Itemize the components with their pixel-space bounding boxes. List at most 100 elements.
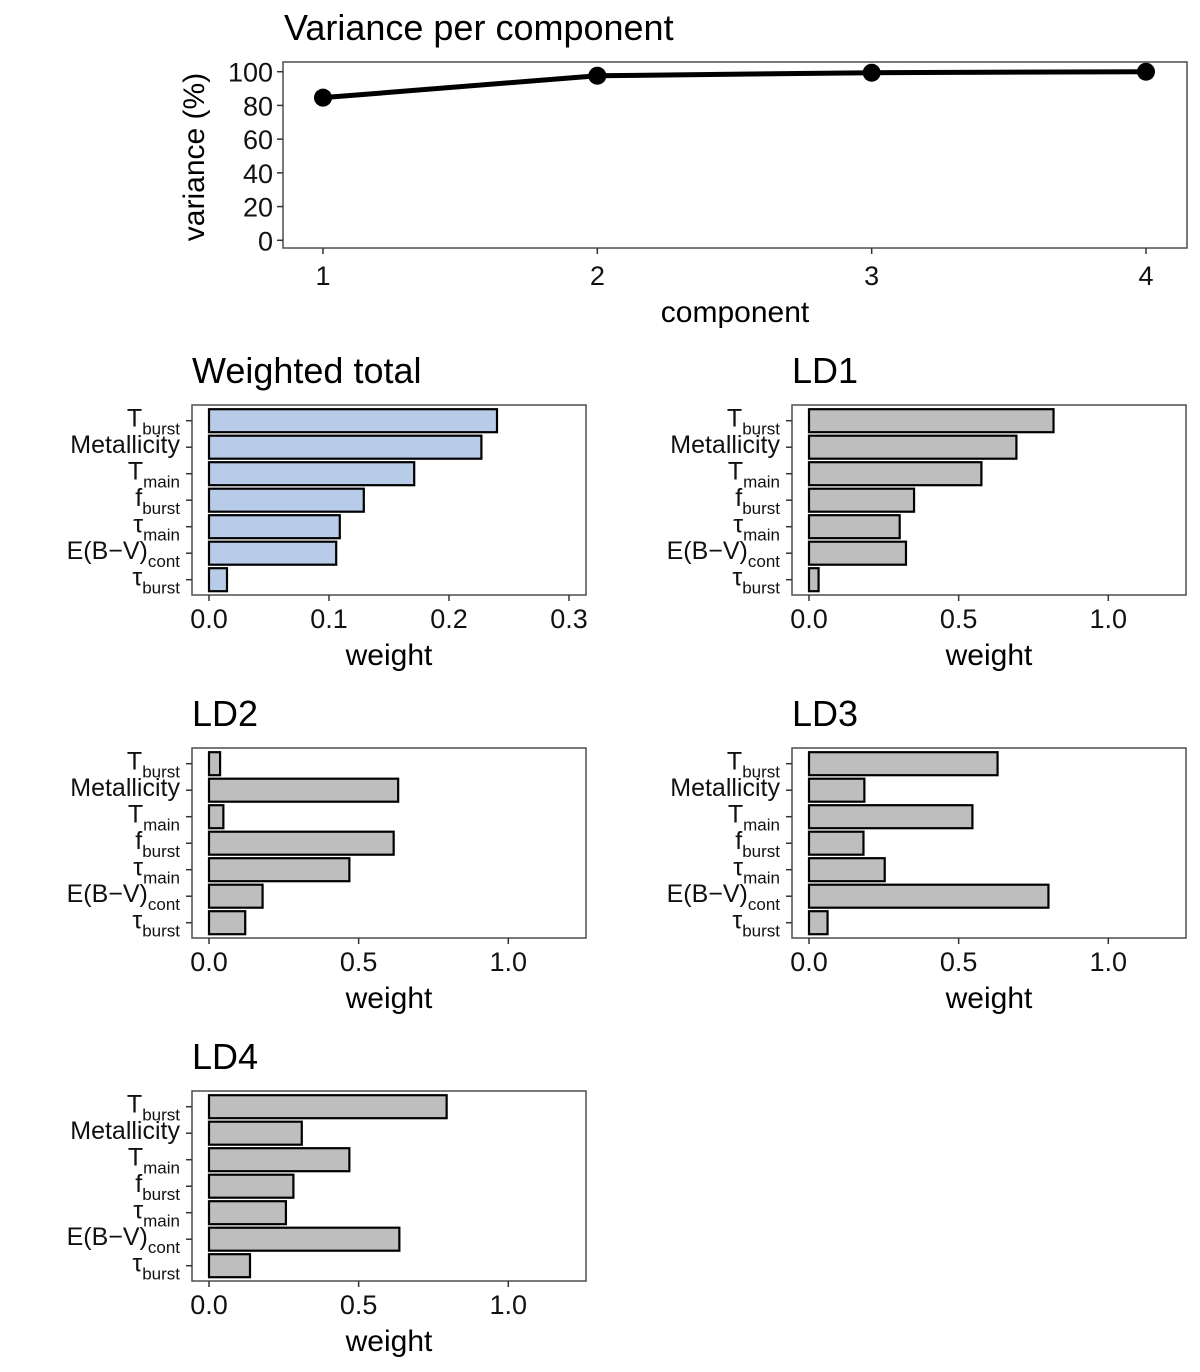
category-label: τmain — [733, 854, 780, 888]
category-subscript: cont — [148, 1238, 180, 1257]
category-label: τburst — [132, 1250, 180, 1284]
plot-frame — [282, 61, 1188, 249]
category-label: Tmain — [728, 458, 780, 492]
bar — [207, 487, 365, 513]
x-tick-label: 4 — [1138, 261, 1153, 291]
category-subscript: main — [743, 473, 780, 492]
category-main: f — [135, 1170, 142, 1198]
bar — [207, 461, 416, 487]
category-main: T — [127, 1091, 142, 1119]
category-main: T — [128, 1144, 143, 1172]
panel-title: Weighted total — [192, 350, 421, 391]
category-label: Tburst — [727, 748, 780, 782]
category-label: fburst — [735, 827, 780, 861]
category-main: E(B−V) — [667, 537, 748, 565]
category-main: Metallicity — [70, 774, 180, 802]
x-tick-label: 0.5 — [940, 947, 978, 977]
category-main: τ — [132, 564, 142, 592]
data-point — [588, 66, 607, 85]
panel-title: LD3 — [792, 693, 858, 734]
category-main: T — [127, 405, 142, 433]
category-subscript: burst — [142, 763, 180, 782]
category-main: E(B−V) — [67, 537, 148, 565]
category-subscript: burst — [142, 1106, 180, 1125]
x-tick-label: 0.2 — [430, 604, 468, 634]
y-tick-label: 60 — [243, 125, 273, 155]
bar — [207, 1147, 351, 1173]
category-label: Tburst — [127, 748, 180, 782]
category-subscript: burst — [142, 842, 180, 861]
x-tick-label: 1.0 — [490, 947, 528, 977]
category-main: E(B−V) — [667, 880, 748, 908]
bar — [207, 567, 229, 593]
bar — [807, 514, 901, 540]
category-label: Metallicity — [70, 431, 180, 459]
category-label: Metallicity — [670, 431, 780, 459]
category-label: τmain — [133, 511, 180, 545]
bar — [807, 567, 820, 593]
x-axis-title: weight — [345, 639, 433, 672]
category-main: τ — [732, 907, 742, 935]
variance-line — [322, 69, 1147, 101]
x-tick-label: 1.0 — [1090, 604, 1128, 634]
category-label: E(B−V)cont — [67, 880, 181, 914]
category-main: T — [727, 748, 742, 776]
bar — [207, 777, 400, 803]
category-main: f — [735, 484, 742, 512]
bar — [207, 910, 247, 936]
category-subscript: cont — [748, 895, 780, 914]
category-subscript: main — [743, 869, 780, 888]
category-main: E(B−V) — [67, 1223, 148, 1251]
category-main: τ — [133, 1197, 143, 1225]
category-main: τ — [132, 1250, 142, 1278]
x-tick-label: 0.5 — [940, 604, 978, 634]
category-label: τmain — [133, 854, 180, 888]
category-label: E(B−V)cont — [67, 537, 181, 571]
category-label: Tmain — [728, 801, 780, 835]
bar — [807, 540, 908, 566]
category-subscript: cont — [148, 895, 180, 914]
category-main: E(B−V) — [67, 880, 148, 908]
data-point — [862, 63, 881, 82]
category-label: Tmain — [128, 801, 180, 835]
chart-title: Variance per component — [284, 7, 674, 48]
x-tick-label: 0.1 — [310, 604, 348, 634]
bar — [207, 804, 225, 830]
category-subscript: cont — [748, 552, 780, 571]
x-axis-title: weight — [945, 982, 1033, 1015]
category-main: T — [127, 748, 142, 776]
x-tick-label: 3 — [864, 261, 879, 291]
x-axis-title: component — [661, 296, 810, 329]
category-main: Metallicity — [70, 1117, 180, 1145]
category-subscript: cont — [148, 552, 180, 571]
category-subscript: main — [143, 816, 180, 835]
panel-title: LD2 — [192, 693, 258, 734]
bar — [207, 408, 499, 434]
y-tick-label: 100 — [228, 58, 273, 88]
x-tick-label: 0.3 — [550, 604, 588, 634]
category-main: f — [735, 827, 742, 855]
bar — [207, 751, 222, 777]
category-main: f — [135, 827, 142, 855]
category-label: τmain — [133, 1197, 180, 1231]
bar — [207, 857, 351, 883]
bar — [807, 857, 886, 883]
category-subscript: burst — [142, 1185, 180, 1204]
category-label: τburst — [732, 907, 780, 941]
category-label: fburst — [135, 1170, 180, 1204]
bar — [207, 1173, 295, 1199]
category-main: τ — [132, 907, 142, 935]
x-tick-label: 0.5 — [340, 1290, 378, 1320]
category-main: τ — [733, 854, 743, 882]
category-label: Tburst — [727, 405, 780, 439]
category-label: τmain — [733, 511, 780, 545]
category-label: Tburst — [127, 405, 180, 439]
category-label: E(B−V)cont — [67, 1223, 181, 1257]
category-label: fburst — [735, 484, 780, 518]
category-main: Metallicity — [70, 431, 180, 459]
category-label: E(B−V)cont — [667, 880, 781, 914]
x-tick-label: 1.0 — [1090, 947, 1128, 977]
bar — [807, 910, 829, 936]
bar — [807, 461, 983, 487]
